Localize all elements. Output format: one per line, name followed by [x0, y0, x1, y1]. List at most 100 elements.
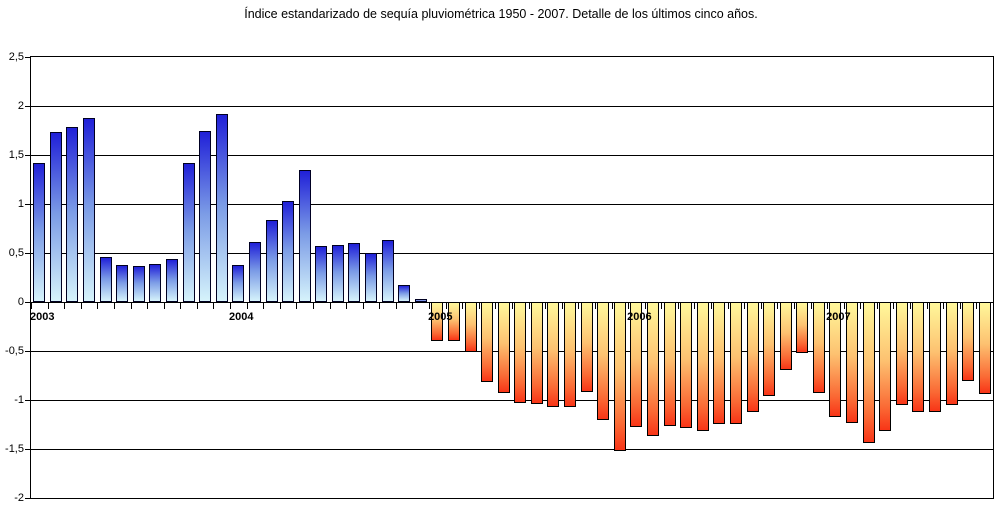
month-tick: [329, 302, 331, 309]
month-tick: [412, 302, 414, 309]
y-axis-label: -0,5: [5, 345, 24, 357]
chart-title: Índice estandarizado de sequía pluviomét…: [244, 7, 758, 21]
bar-2004-m6: [315, 246, 328, 302]
y-axis-label: 1: [17, 198, 24, 210]
y-axis-tick: [25, 449, 30, 450]
bar-2007-m10: [978, 302, 991, 395]
y-axis-tick: [25, 106, 30, 107]
month-tick: [346, 302, 348, 309]
month-tick: [180, 302, 182, 309]
month-tick: [445, 302, 447, 309]
month-tick: [147, 302, 149, 309]
bar-2003-m8: [149, 263, 162, 302]
y-axis-tick: [25, 253, 30, 254]
bar-2005-m2: [447, 302, 460, 342]
bar-2005-m12: [613, 302, 626, 451]
y-axis-tick: [25, 204, 30, 205]
bar-2005-m6: [514, 302, 527, 403]
bar-2006-m12: [812, 302, 825, 394]
month-tick: [312, 302, 314, 309]
month-tick: [744, 302, 746, 309]
bar-2005-m8: [547, 302, 560, 407]
bar-2004-m8: [348, 243, 361, 302]
gridline: [31, 253, 993, 254]
month-tick: [495, 302, 497, 309]
month-tick: [993, 302, 994, 309]
year-label-2006: 2006: [627, 311, 652, 323]
month-tick: [827, 302, 829, 309]
month-tick: [628, 302, 630, 309]
bar-2006-m9: [763, 302, 776, 397]
year-label-2007: 2007: [826, 311, 851, 323]
bar-2004-m9: [365, 253, 378, 302]
bar-2003-m5: [99, 256, 112, 302]
bar-2006-m10: [779, 302, 792, 370]
year-label-2004: 2004: [229, 311, 254, 323]
bar-2006-m1: [630, 302, 643, 428]
month-tick: [545, 302, 547, 309]
bar-2007-m6: [912, 302, 925, 412]
bar-2007-m5: [895, 302, 908, 405]
bar-2005-m4: [481, 302, 494, 383]
month-tick: [677, 302, 679, 309]
bar-2007-m7: [928, 302, 941, 412]
bar-2004-m5: [298, 169, 311, 302]
month-tick: [810, 302, 812, 309]
bar-2006-m6: [713, 302, 726, 424]
bar-2006-m5: [696, 302, 709, 432]
bar-2006-m4: [680, 302, 693, 429]
month-tick: [727, 302, 729, 309]
bar-2007-m2: [846, 302, 859, 423]
month-tick: [611, 302, 613, 309]
bar-2004-m4: [282, 201, 295, 302]
bar-2006-m11: [796, 302, 809, 353]
month-tick: [246, 302, 248, 309]
month-tick: [976, 302, 978, 309]
bar-2004-m3: [265, 219, 278, 302]
bar-2003-m7: [132, 265, 145, 302]
bar-2004-m1: [232, 264, 245, 302]
bar-2007-m3: [862, 302, 875, 444]
bar-2003-m11: [199, 131, 212, 302]
month-tick: [379, 302, 381, 309]
month-tick: [163, 302, 165, 309]
month-tick: [860, 302, 862, 309]
bar-2005-m1: [431, 302, 444, 342]
month-tick: [80, 302, 82, 309]
month-tick: [213, 302, 215, 309]
month-tick: [512, 302, 513, 309]
month-tick: [196, 302, 198, 309]
month-tick: [528, 302, 530, 309]
month-tick: [113, 302, 115, 309]
gridline: [31, 155, 993, 156]
bar-2003-m1: [33, 162, 46, 302]
bar-2006-m8: [746, 302, 759, 412]
y-axis-tick: [25, 302, 30, 303]
gridline: [31, 449, 993, 450]
month-tick: [230, 302, 232, 309]
month-tick: [910, 302, 912, 309]
bar-2005-m5: [497, 302, 510, 394]
bar-2004-m11: [398, 285, 411, 302]
bar-2007-m4: [879, 302, 892, 432]
month-tick: [395, 302, 397, 309]
bar-2004-m10: [381, 240, 394, 302]
month-tick: [263, 302, 265, 309]
month-tick: [478, 302, 480, 309]
bar-2003-m4: [83, 117, 96, 302]
year-label-2003: 2003: [30, 311, 55, 323]
y-axis-tick: [25, 57, 30, 58]
bar-2005-m7: [530, 302, 543, 404]
bar-2004-m7: [331, 245, 344, 302]
month-tick: [661, 302, 663, 309]
month-tick: [561, 302, 563, 309]
month-tick: [296, 302, 298, 309]
bar-2005-m9: [564, 302, 577, 407]
bar-2004-m12: [414, 299, 427, 302]
y-axis-label: -2: [14, 492, 24, 504]
month-tick: [694, 302, 696, 309]
bar-2006-m3: [663, 302, 676, 427]
y-axis-tick: [25, 351, 30, 352]
bar-2006-m2: [646, 302, 659, 437]
